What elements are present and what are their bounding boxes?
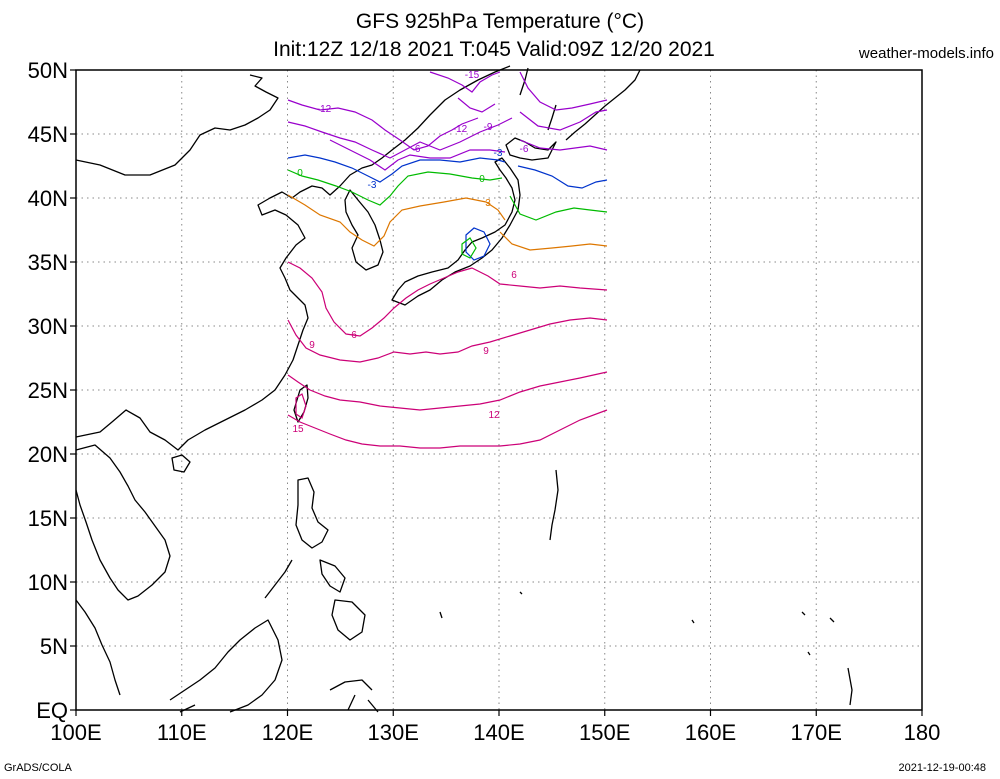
y-tick-label: 40N bbox=[28, 186, 68, 211]
isotherm-minus-9 bbox=[519, 109, 608, 131]
isotherm-minus-15 bbox=[457, 97, 496, 113]
isotherm-minus-3 bbox=[287, 154, 506, 183]
x-tick-label: 150E bbox=[579, 720, 630, 745]
isotherm-minus-12 bbox=[287, 99, 479, 151]
contour-label: -6 bbox=[412, 144, 421, 155]
coastline-sulawesi bbox=[329, 679, 379, 713]
coastline-malay bbox=[75, 599, 121, 696]
contour-label: 3 bbox=[485, 198, 491, 209]
x-tick-label: 140E bbox=[473, 720, 524, 745]
y-axis: 50N 45N 40N 35N 30N 25N 20N 15N 10N 5N EQ bbox=[28, 58, 76, 723]
y-tick-label: 35N bbox=[28, 250, 68, 275]
coastlines bbox=[75, 65, 853, 713]
y-tick-label: 20N bbox=[28, 442, 68, 467]
contour-label: 9 bbox=[309, 340, 315, 351]
coastline-korea bbox=[344, 189, 384, 271]
contour-label: -3 bbox=[368, 180, 377, 191]
coastline-palawan bbox=[264, 559, 293, 599]
isotherm-minus-3 bbox=[517, 165, 608, 189]
isotherm-9 bbox=[287, 317, 608, 363]
y-tick-label: EQ bbox=[36, 698, 68, 723]
contour-label: -15 bbox=[465, 70, 480, 81]
map-grid bbox=[76, 70, 922, 710]
coastline-borneo bbox=[169, 619, 283, 713]
x-tick-label: 110E bbox=[157, 720, 207, 745]
x-tick-label: 180 bbox=[904, 720, 941, 745]
contour-labels: -15 -12 -12 -9 -6 -6 -3 -3 0 0 3 6 6 9 9 12 15 bbox=[292, 70, 528, 435]
contour-label: -3 bbox=[494, 148, 503, 159]
isotherm-0 bbox=[509, 195, 608, 221]
contour-label: 6 bbox=[511, 270, 517, 281]
x-tick-label: 100E bbox=[50, 720, 101, 745]
isotherm-minus-3 bbox=[465, 227, 491, 261]
contour-label: -12 bbox=[453, 124, 468, 135]
x-axis: 100E 110E 120E 130E 140E 150E 160E 170E 180 bbox=[50, 710, 940, 745]
contour-label: 9 bbox=[483, 346, 489, 357]
contour-label: 0 bbox=[297, 168, 303, 179]
isotherm-minus-12 bbox=[519, 71, 608, 111]
coastline-indochina bbox=[75, 444, 171, 601]
x-tick-label: 170E bbox=[791, 720, 842, 745]
coastline-pacific-islands bbox=[439, 469, 853, 706]
isotherm-minus-15 bbox=[429, 71, 501, 93]
isotherm-6 bbox=[287, 261, 608, 337]
isotherm-3 bbox=[499, 231, 608, 251]
isotherm-15 bbox=[295, 393, 307, 419]
y-tick-label: 45N bbox=[28, 122, 68, 147]
isotherm-0 bbox=[287, 169, 503, 206]
footer-right: 2021-12-19-00:48 bbox=[898, 762, 986, 774]
y-tick-label: 25N bbox=[28, 378, 68, 403]
contour-label: -12 bbox=[317, 104, 332, 115]
footer-left: GrADS/COLA bbox=[4, 762, 72, 774]
coastline-luzon bbox=[295, 477, 329, 549]
contour-label: 6 bbox=[351, 330, 357, 341]
isotherm-12 bbox=[287, 371, 608, 411]
isotherm-0 bbox=[461, 237, 477, 259]
coastline-hainan bbox=[171, 454, 191, 473]
x-tick-label: 120E bbox=[262, 720, 313, 745]
coastline-kuril bbox=[565, 69, 641, 141]
temperature-contours bbox=[287, 71, 608, 449]
isotherm-3 bbox=[287, 194, 506, 247]
contour-label: -9 bbox=[484, 122, 493, 133]
coastline-visayas bbox=[319, 559, 346, 593]
isotherm-15 bbox=[287, 409, 608, 449]
chart-subtitle: Init:12Z 12/18 2021 T:045 Valid:09Z 12/2… bbox=[273, 38, 715, 61]
coastline-mindanao bbox=[331, 599, 366, 641]
contour-label: 0 bbox=[479, 174, 485, 185]
isotherm-minus-6 bbox=[519, 139, 608, 151]
x-tick-label: 130E bbox=[368, 720, 419, 745]
coastline-inner-asia bbox=[75, 74, 279, 176]
y-tick-label: 5N bbox=[40, 634, 68, 659]
y-tick-label: 10N bbox=[28, 570, 68, 595]
contour-label: 15 bbox=[292, 424, 304, 435]
contour-label: -6 bbox=[520, 144, 529, 155]
y-tick-label: 15N bbox=[28, 506, 68, 531]
y-tick-label: 30N bbox=[28, 314, 68, 339]
x-tick-label: 160E bbox=[685, 720, 736, 745]
isotherm-minus-9 bbox=[287, 117, 513, 159]
chart-title: GFS 925hPa Temperature (°C) bbox=[355, 10, 645, 33]
contour-label: 12 bbox=[488, 410, 500, 421]
coastline-japan bbox=[391, 157, 521, 306]
site-credit: weather-models.info bbox=[858, 45, 994, 62]
y-tick-label: 50N bbox=[28, 58, 68, 83]
isotherm-minus-6 bbox=[329, 139, 506, 171]
